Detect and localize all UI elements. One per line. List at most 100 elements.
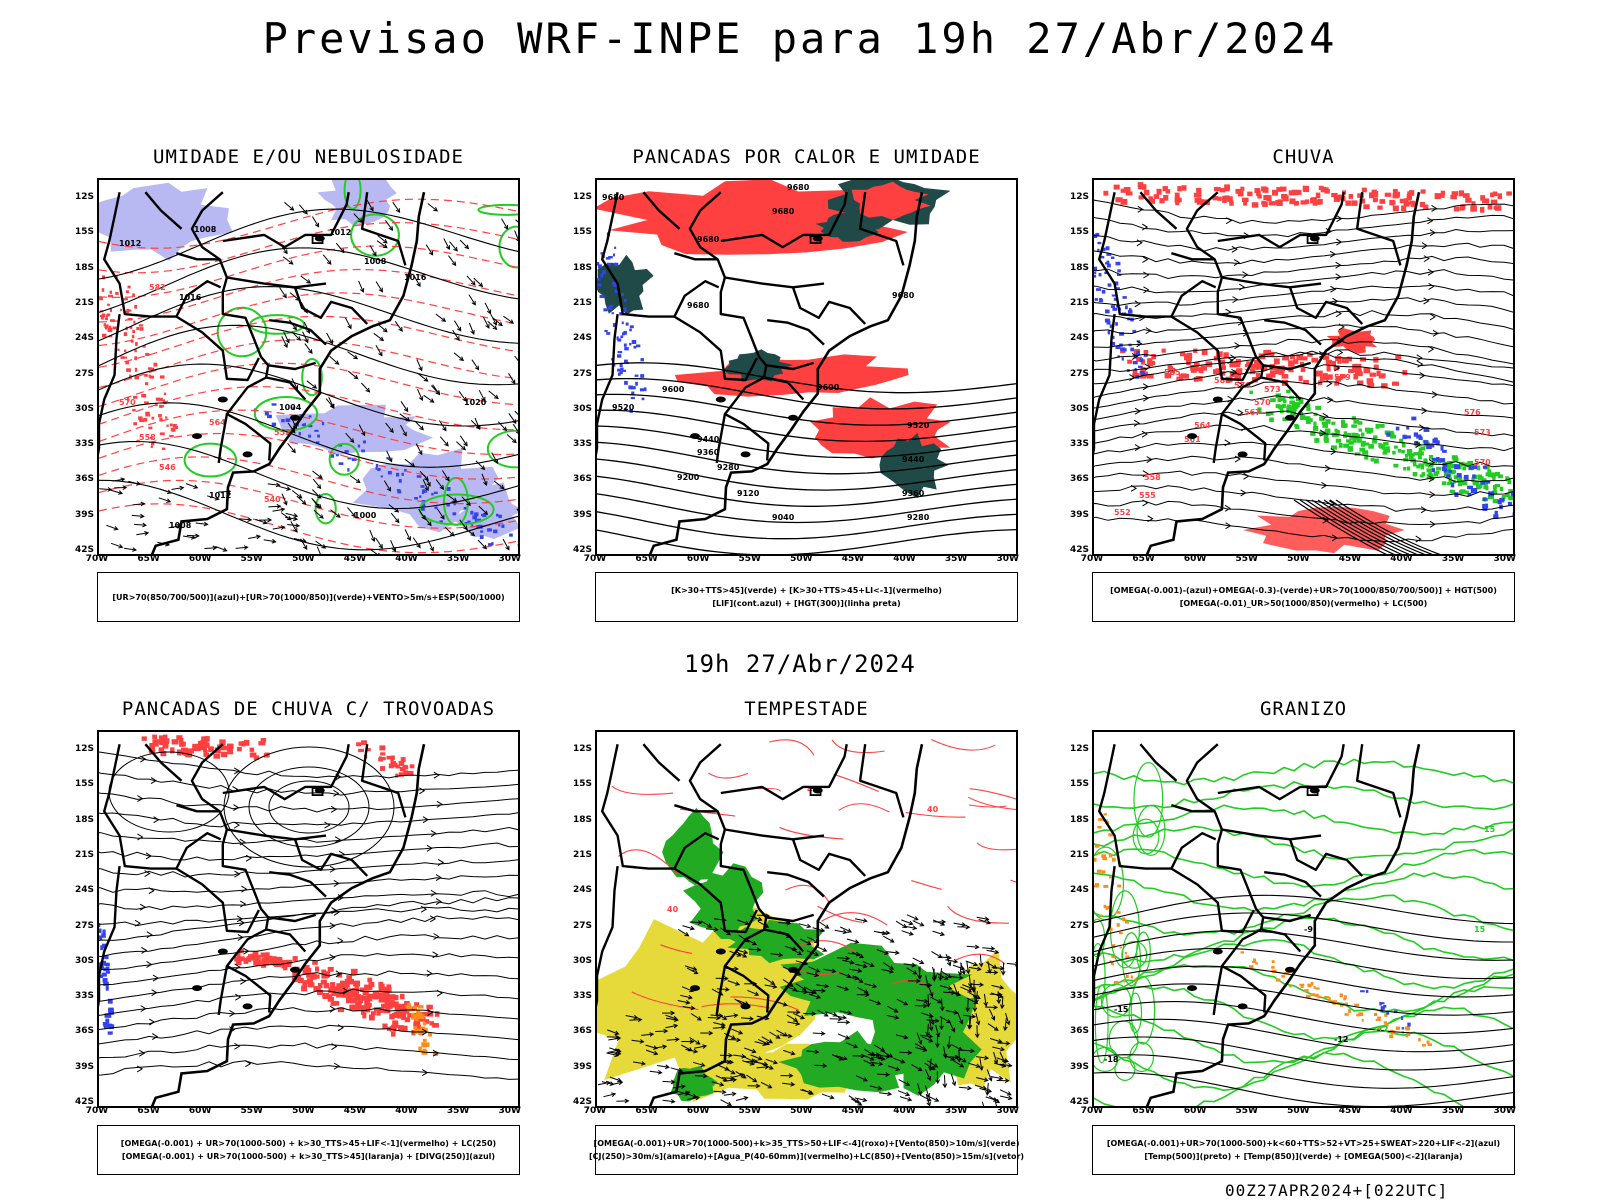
speckle [426, 1004, 433, 1010]
wind-vector [672, 1085, 685, 1089]
wind-vector-head [844, 1035, 850, 1040]
wind-vector-head [312, 384, 318, 389]
speckle [1361, 432, 1365, 437]
streamline-arrow [429, 915, 437, 923]
contour-line [223, 746, 395, 868]
field-shade [317, 180, 397, 226]
streamline [99, 988, 518, 1016]
speckle [1325, 419, 1331, 424]
wind-vector-head [618, 1080, 624, 1086]
speckle [1331, 432, 1338, 437]
wind-vector [302, 331, 309, 343]
streamline-arrow [1143, 271, 1150, 279]
streamline-arrow [1335, 273, 1342, 281]
legend-text: [OMEGA(-0.001)+UR>70(1000-500)+k<60+TTS>… [1106, 1139, 1501, 1148]
wind-vector-head [770, 980, 776, 985]
streamline-arrow [435, 898, 442, 905]
speckle [1138, 365, 1143, 369]
wind-vector [215, 546, 227, 552]
wind-vector-head [862, 1097, 868, 1103]
speckle [219, 739, 226, 746]
contour-label: 9600 [817, 383, 840, 392]
speckle [1282, 399, 1287, 403]
speckle [1289, 198, 1296, 205]
speckle [380, 766, 386, 771]
speckle [392, 762, 398, 768]
speckle [1124, 952, 1128, 955]
streamline-arrow [422, 1069, 429, 1077]
speckle [1381, 445, 1386, 450]
wind-vector [311, 489, 322, 499]
speckle [330, 982, 336, 988]
speckle [1380, 1006, 1385, 1010]
speckle [635, 381, 638, 386]
wind-vector [484, 302, 491, 314]
wind-vector-head [295, 523, 301, 528]
speckle [158, 414, 162, 418]
speckle [260, 739, 266, 744]
speckle [1379, 424, 1385, 428]
wind-vector-head [853, 1043, 859, 1049]
wind-vector-head [972, 1007, 978, 1013]
speckle [407, 1003, 412, 1008]
wind-vector [300, 275, 311, 284]
wind-vector [404, 529, 411, 541]
speckle [169, 435, 174, 438]
speckle [1405, 1034, 1409, 1038]
contour-line [99, 409, 518, 456]
streamline-arrow [146, 931, 153, 939]
wind-vector [134, 523, 147, 526]
wind-vector-head [275, 482, 281, 488]
speckle [1386, 449, 1391, 453]
speckle [1111, 342, 1116, 346]
speckle [401, 472, 404, 476]
speckle [126, 308, 130, 313]
wind-vector [754, 1041, 767, 1046]
speckle [198, 744, 204, 751]
speckle [1290, 354, 1296, 360]
wind-vector [607, 1029, 619, 1035]
speckle [1282, 195, 1289, 202]
streamline-arrow [245, 1060, 252, 1068]
speckle [1397, 448, 1402, 453]
wind-vector-head [939, 1006, 945, 1012]
speckle [1373, 435, 1378, 439]
wind-vector [842, 959, 855, 964]
wind-vector [707, 1017, 720, 1019]
contour-label: 564 [209, 418, 226, 427]
speckle [1273, 358, 1280, 365]
wind-vector [425, 244, 434, 256]
wind-vector [928, 1018, 933, 1031]
contour-line [1094, 894, 1513, 925]
speckle [1109, 876, 1113, 879]
streamline-arrow [427, 1008, 434, 1016]
speckle [317, 982, 323, 989]
wind-vector-head [386, 486, 392, 492]
lat-tick-label: 15S [1069, 779, 1089, 790]
speckle [1251, 202, 1259, 208]
speckle [1377, 1016, 1381, 1019]
speckle [1512, 512, 1513, 518]
contour-label: 1020 [464, 398, 487, 407]
speckle [348, 988, 354, 994]
speckle [152, 734, 158, 739]
speckle [321, 421, 325, 426]
lat-tick-label: 39S [1069, 1061, 1089, 1072]
speckle [1263, 350, 1271, 355]
speckle [312, 960, 318, 965]
contour-line [99, 503, 518, 554]
wind-vector [287, 442, 296, 453]
contour-label: 9680 [687, 301, 710, 310]
speckle [424, 1027, 428, 1032]
speckle [1256, 190, 1261, 197]
wind-vector [686, 967, 698, 974]
wind-vector [610, 1081, 623, 1086]
legend-box-tempestade: [OMEGA(-0.001)+UR>70(1000-500)+k>35_TTS>… [589, 1125, 1024, 1175]
wind-vector [689, 1037, 700, 1045]
speckle [1255, 372, 1260, 379]
speckle [1426, 444, 1432, 450]
streamline-arrow [234, 963, 241, 971]
speckle [330, 454, 335, 458]
speckle [1406, 194, 1412, 200]
speckle [161, 405, 164, 408]
